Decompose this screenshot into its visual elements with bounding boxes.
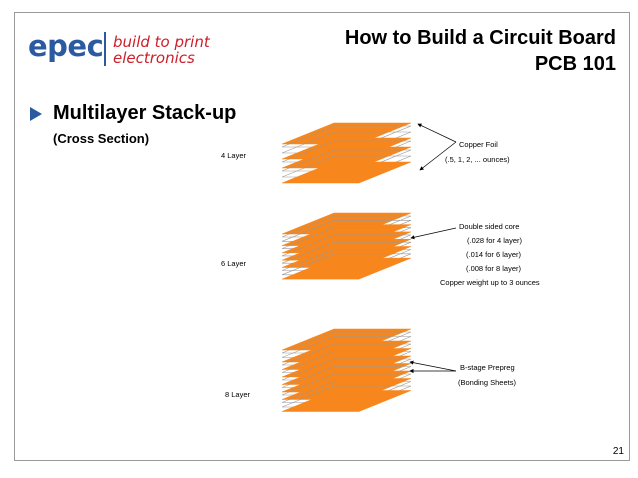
prepreg-annotation: B-stage Prepreg (Bonding Sheets) — [409, 360, 516, 387]
copper-layer — [281, 161, 412, 184]
epec-logo: epec — [28, 29, 104, 63]
prepreg-note: (Bonding Sheets) — [458, 378, 516, 387]
stack-label-8: 8 Layer — [225, 390, 251, 399]
stack-label-6: 6 Layer — [221, 259, 247, 268]
copper-layer — [281, 390, 412, 412]
logo-tagline-line1: build to print — [113, 33, 210, 51]
stack-6-layer — [281, 212, 412, 280]
core-thickness-8: (.008 for 8 layer) — [466, 264, 522, 273]
section-heading: Multilayer Stack-up — [53, 102, 237, 124]
logo-divider — [104, 32, 106, 66]
copper-foil-label: Copper Foil — [459, 140, 498, 149]
slide-title: How to Build a Circuit Board — [344, 27, 616, 49]
stack-label-4: 4 Layer — [221, 151, 247, 160]
core-annotation: Double sided core (.028 for 4 layer) (.0… — [410, 222, 540, 287]
core-copper-weight: Copper weight up to 3 ounces — [440, 278, 540, 287]
slide-subtitle: PCB 101 — [534, 53, 616, 75]
copper-layer — [281, 257, 412, 280]
stack-8-layer — [281, 328, 412, 412]
copper-foil-annotation: Copper Foil (.5, 1, 2, ... ounces) — [417, 123, 510, 171]
core-thickness-6: (.014 for 6 layer) — [466, 250, 522, 259]
prepreg-label: B-stage Prepreg — [460, 363, 515, 372]
logo-tagline-line2: electronics — [113, 49, 195, 67]
bullet-arrow-icon — [30, 107, 42, 121]
core-thickness-4: (.028 for 4 layer) — [467, 236, 523, 245]
stack-4-layer — [281, 122, 412, 184]
core-label: Double sided core — [459, 222, 519, 231]
copper-foil-weights: (.5, 1, 2, ... ounces) — [445, 155, 510, 164]
page-number: 21 — [612, 446, 624, 457]
slide-frame — [14, 12, 630, 461]
section-subheading: (Cross Section) — [53, 131, 150, 146]
